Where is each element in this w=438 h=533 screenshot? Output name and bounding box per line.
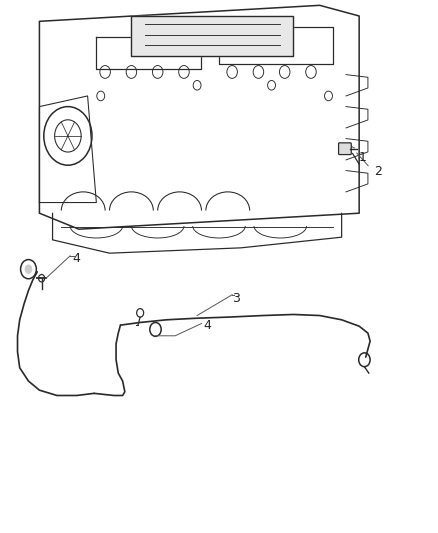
Circle shape: [25, 265, 32, 273]
Text: 2: 2: [374, 165, 382, 178]
Polygon shape: [131, 16, 293, 56]
FancyBboxPatch shape: [339, 143, 351, 155]
Text: 4: 4: [72, 252, 80, 265]
Text: 1: 1: [359, 151, 367, 164]
Text: 3: 3: [232, 292, 240, 305]
Text: 4: 4: [204, 319, 212, 332]
